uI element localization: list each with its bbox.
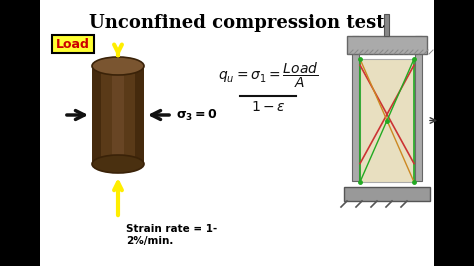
Text: Unconfined compression test: Unconfined compression test [89,14,385,32]
Bar [344,187,430,201]
Bar [384,14,390,36]
Text: Load: Load [56,38,90,51]
Bar [415,36,422,181]
Polygon shape [92,66,101,164]
Polygon shape [135,66,144,164]
Bar [360,59,414,182]
Bar [352,36,359,181]
Text: Strain rate = 1-
2%/min.: Strain rate = 1- 2%/min. [126,224,217,246]
Bar [52,35,94,53]
Bar [40,0,434,266]
Text: $1 - \varepsilon$: $1 - \varepsilon$ [251,100,285,114]
Text: $q_u = \sigma_1 = \dfrac{Load}{A}$: $q_u = \sigma_1 = \dfrac{Load}{A}$ [218,61,318,90]
Bar [92,66,144,164]
Ellipse shape [92,57,144,75]
Ellipse shape [92,155,144,173]
Bar [347,36,427,54]
Text: $\mathbf{\sigma_3 = 0}$: $\mathbf{\sigma_3 = 0}$ [176,107,218,123]
Polygon shape [112,66,124,164]
